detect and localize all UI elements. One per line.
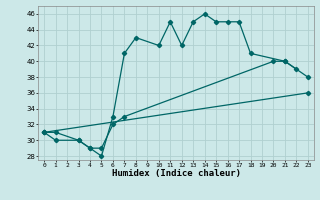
X-axis label: Humidex (Indice chaleur): Humidex (Indice chaleur) bbox=[111, 169, 241, 178]
